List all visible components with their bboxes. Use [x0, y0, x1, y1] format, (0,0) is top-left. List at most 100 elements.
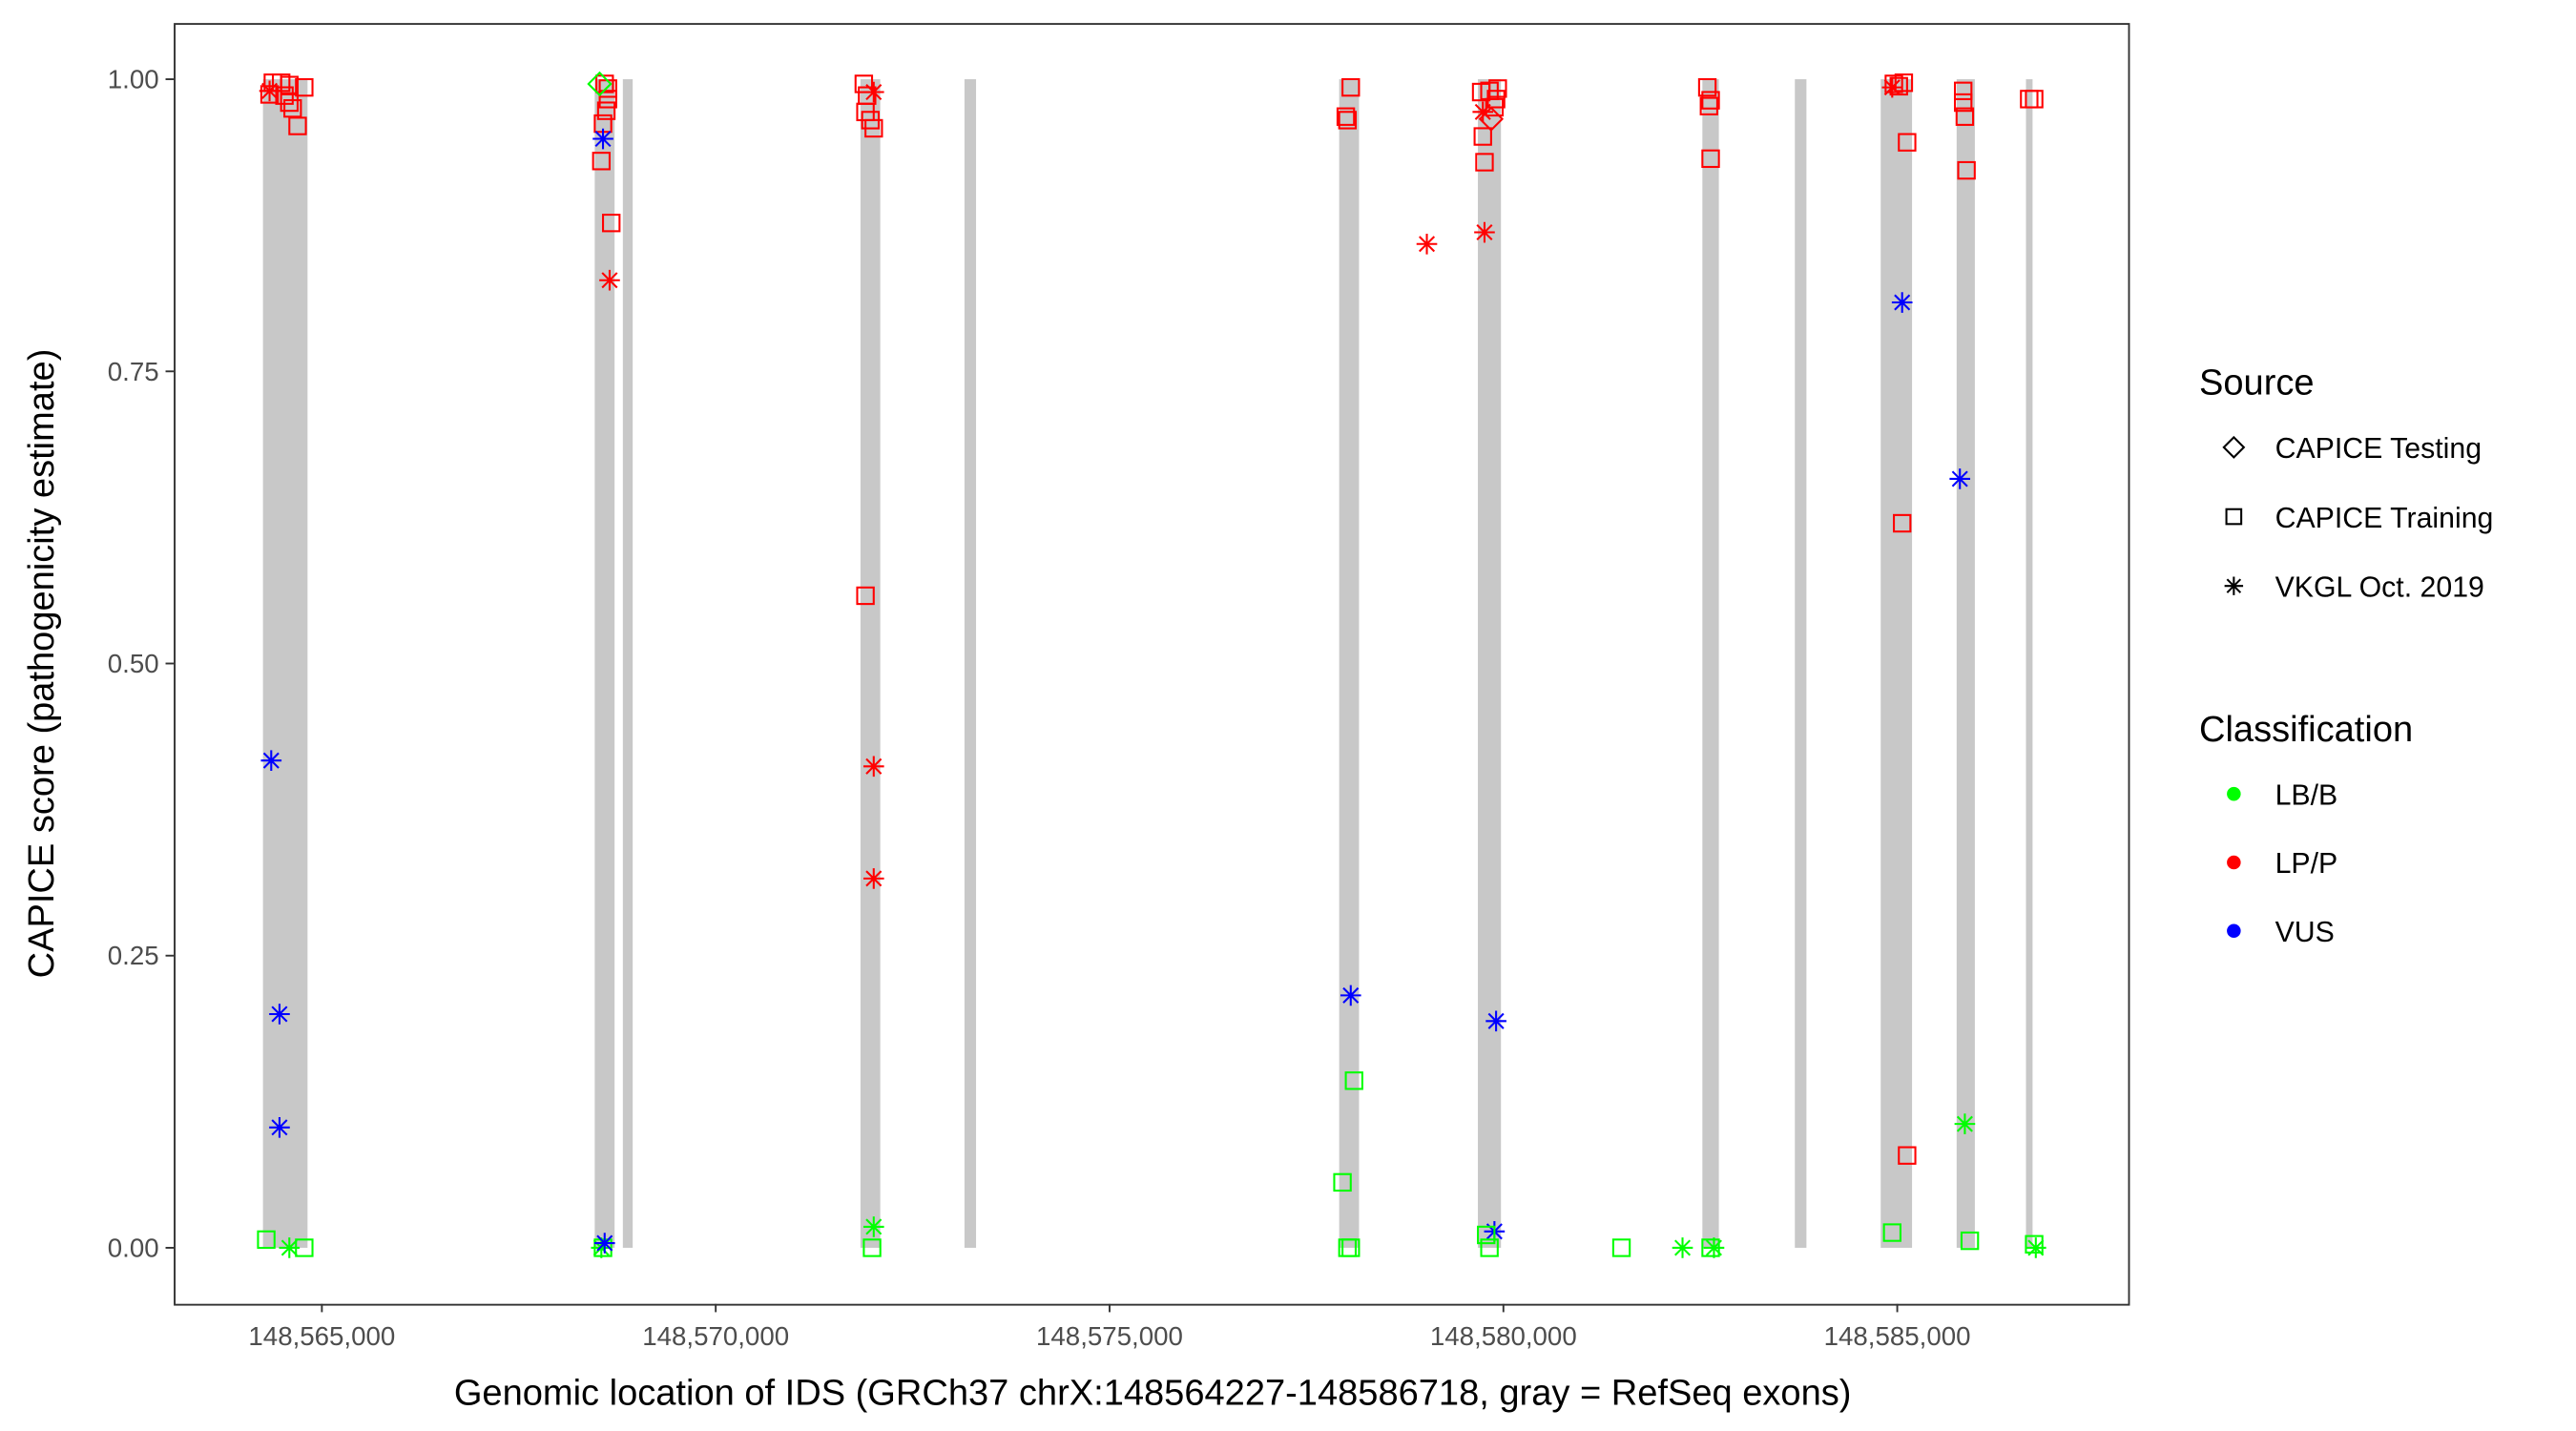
data-point-training — [1611, 1238, 1631, 1257]
data-point-training — [1477, 1225, 1496, 1245]
legend-classification-entries: LB/B LP/P VUS — [2227, 779, 2337, 948]
x-tick-label: 148,565,000 — [248, 1321, 395, 1351]
data-point-training — [1882, 1223, 1901, 1242]
data-point-vkgl — [1881, 76, 1903, 98]
exon-bar — [1880, 79, 1913, 1248]
data-point-training — [1338, 111, 1357, 130]
data-point-training — [598, 90, 617, 109]
exon-bar — [594, 79, 615, 1248]
exon-bar — [1795, 79, 1807, 1248]
x-tick-label: 148,585,000 — [1824, 1321, 1971, 1351]
data-point-vkgl — [593, 1233, 615, 1254]
plot-frame — [174, 23, 2130, 1306]
data-point-training — [862, 1238, 882, 1257]
data-point-vkgl — [269, 1116, 290, 1138]
data-point-training — [593, 1238, 613, 1257]
legend-color-dot-icon — [2227, 786, 2241, 801]
exon-bar — [1339, 79, 1360, 1248]
legend-color-dot-icon — [2227, 923, 2241, 939]
legend-label-classification: LB/B — [2275, 779, 2338, 811]
data-point-training — [1953, 93, 1973, 113]
data-point-training — [280, 93, 299, 113]
data-point-vkgl — [592, 128, 613, 150]
data-point-vkgl — [862, 81, 884, 103]
legend-square-icon — [2225, 508, 2243, 526]
data-point-training — [596, 101, 616, 120]
legend-title-source: Source — [2199, 363, 2315, 403]
data-point-training — [856, 586, 875, 606]
data-point-testing — [587, 71, 613, 97]
data-point-training — [1475, 153, 1494, 172]
data-point-training — [1333, 1172, 1352, 1192]
legend-label-source: VKGL Oct. 2019 — [2275, 571, 2484, 603]
exon-bars — [262, 79, 2033, 1248]
data-point-vkgl — [260, 750, 282, 771]
legend-source-entries: CAPICE Testing CAPICE Training VKGL Oct. 2… — [2222, 433, 2494, 603]
data-point-vkgl — [862, 868, 884, 889]
data-point-training — [1473, 127, 1492, 146]
legend-label-classification: LP/P — [2275, 848, 2338, 880]
data-point-vkgl — [1416, 233, 1438, 255]
data-point-training — [595, 74, 614, 93]
data-point-training — [1341, 77, 1361, 97]
data-points — [257, 71, 2046, 1258]
data-point-training — [602, 214, 621, 233]
data-point-vkgl — [1954, 1113, 1976, 1134]
x-axis-title: Genomic location of IDS (GRCh37 chrX:148… — [454, 1373, 1852, 1413]
data-point-training — [257, 1230, 276, 1250]
data-point-vkgl — [1485, 1010, 1506, 1032]
data-point-training — [1701, 91, 1720, 110]
y-axis-title: CAPICE score (pathogenicity estimate) — [22, 349, 62, 979]
y-tick-label: 0.75 — [108, 357, 159, 386]
data-point-vkgl — [862, 1216, 884, 1237]
exon-bar — [1478, 79, 1502, 1248]
data-point-training — [1341, 1238, 1361, 1257]
data-point-vkgl — [2025, 1237, 2046, 1258]
data-point-training — [1893, 513, 1912, 533]
data-point-training — [1957, 160, 1976, 180]
data-point-vkgl — [599, 269, 620, 291]
data-point-vkgl — [1949, 468, 1971, 489]
data-point-vkgl — [1472, 101, 1494, 123]
data-point-training — [288, 116, 307, 135]
data-point-vkgl — [1703, 1237, 1725, 1258]
data-point-training — [1480, 1238, 1499, 1257]
legend-label-source: CAPICE Testing — [2275, 433, 2482, 465]
exon-bar — [2025, 79, 2033, 1248]
data-point-training — [1701, 149, 1720, 169]
y-tick-label: 0.00 — [108, 1233, 159, 1262]
legend-color-dot-icon — [2227, 855, 2241, 870]
exon-bar — [1702, 79, 1719, 1248]
x-tick-label: 148,570,000 — [642, 1321, 789, 1351]
y-tick-label: 0.50 — [108, 649, 159, 678]
data-point-training — [1955, 107, 1975, 126]
data-point-vkgl — [1891, 292, 1913, 313]
exon-bar — [262, 79, 308, 1248]
data-point-training — [1344, 1071, 1363, 1090]
legend-label-classification: VUS — [2275, 917, 2335, 948]
data-point-training — [2025, 90, 2044, 109]
data-point-vkgl — [1474, 221, 1495, 243]
data-point-training — [1699, 96, 1718, 115]
legend-asterisk-icon — [2224, 576, 2244, 595]
legend-diamond-icon — [2222, 435, 2246, 459]
exon-bar — [964, 79, 977, 1248]
legend: Source CAPICE Testing CAPICE Training VKGL… — [2199, 363, 2493, 948]
data-point-training — [864, 118, 883, 138]
exon-bar — [860, 79, 881, 1248]
x-axis: 148,565,000 148,570,000 148,575,000 148,580… — [248, 1303, 1971, 1351]
legend-title-classification: Classification — [2199, 710, 2413, 750]
y-axis: 0.00 0.25 0.50 0.75 1.00 — [108, 65, 175, 1262]
data-point-vkgl — [862, 756, 884, 778]
exon-bar — [1956, 79, 1975, 1248]
legend-label-source: CAPICE Training — [2275, 503, 2494, 534]
x-tick-label: 148,580,000 — [1430, 1321, 1577, 1351]
data-point-training — [280, 75, 299, 94]
data-point-vkgl — [269, 1004, 290, 1025]
data-point-training — [1898, 1146, 1917, 1165]
data-point-training — [1884, 74, 1903, 93]
data-point-vkgl — [279, 1237, 301, 1258]
data-point-training — [1953, 81, 1973, 100]
